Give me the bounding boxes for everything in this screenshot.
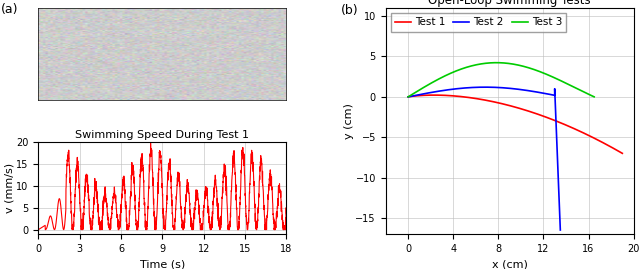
X-axis label: Time (s): Time (s) — [140, 259, 185, 269]
X-axis label: x (cm): x (cm) — [492, 259, 527, 269]
Test 3 — [588, 94, 595, 97]
Test 1 — [559, 122, 567, 126]
Test 1 — [618, 152, 626, 155]
Line: Test 3: Test 3 — [408, 63, 594, 97]
Text: (a): (a) — [1, 3, 19, 16]
Text: (b): (b) — [341, 3, 358, 17]
Test 2 — [552, 109, 559, 112]
Test 2 — [557, 228, 564, 232]
Line: Test 1: Test 1 — [408, 95, 622, 153]
Test 2 — [493, 86, 501, 89]
Test 1 — [430, 94, 438, 97]
Test 3 — [590, 95, 598, 98]
Test 3 — [583, 92, 591, 95]
Y-axis label: v (mm/s): v (mm/s) — [5, 163, 15, 213]
Title: Open-Loop Swimming Tests: Open-Loop Swimming Tests — [428, 0, 591, 7]
Test 1 — [540, 115, 547, 118]
Test 3 — [509, 62, 517, 66]
Legend: Test 1, Test 2, Test 3: Test 1, Test 2, Test 3 — [391, 13, 566, 32]
Test 3 — [425, 83, 433, 86]
Test 2 — [555, 183, 563, 186]
Test 1 — [431, 94, 438, 97]
Test 3 — [435, 77, 443, 80]
Test 1 — [475, 97, 483, 101]
Test 1 — [490, 100, 497, 103]
Test 3 — [404, 95, 412, 98]
Test 2 — [509, 87, 517, 90]
Test 2 — [555, 182, 563, 186]
Test 2 — [481, 86, 489, 89]
Test 2 — [421, 92, 429, 95]
Test 1 — [404, 95, 412, 98]
Test 3 — [540, 71, 547, 75]
Test 1 — [561, 123, 568, 126]
Line: Test 2: Test 2 — [408, 87, 561, 230]
Title: Swimming Speed During Test 1: Swimming Speed During Test 1 — [76, 130, 250, 140]
Y-axis label: y (cm): y (cm) — [344, 103, 354, 139]
Test 3 — [493, 61, 500, 64]
Test 2 — [404, 95, 412, 98]
